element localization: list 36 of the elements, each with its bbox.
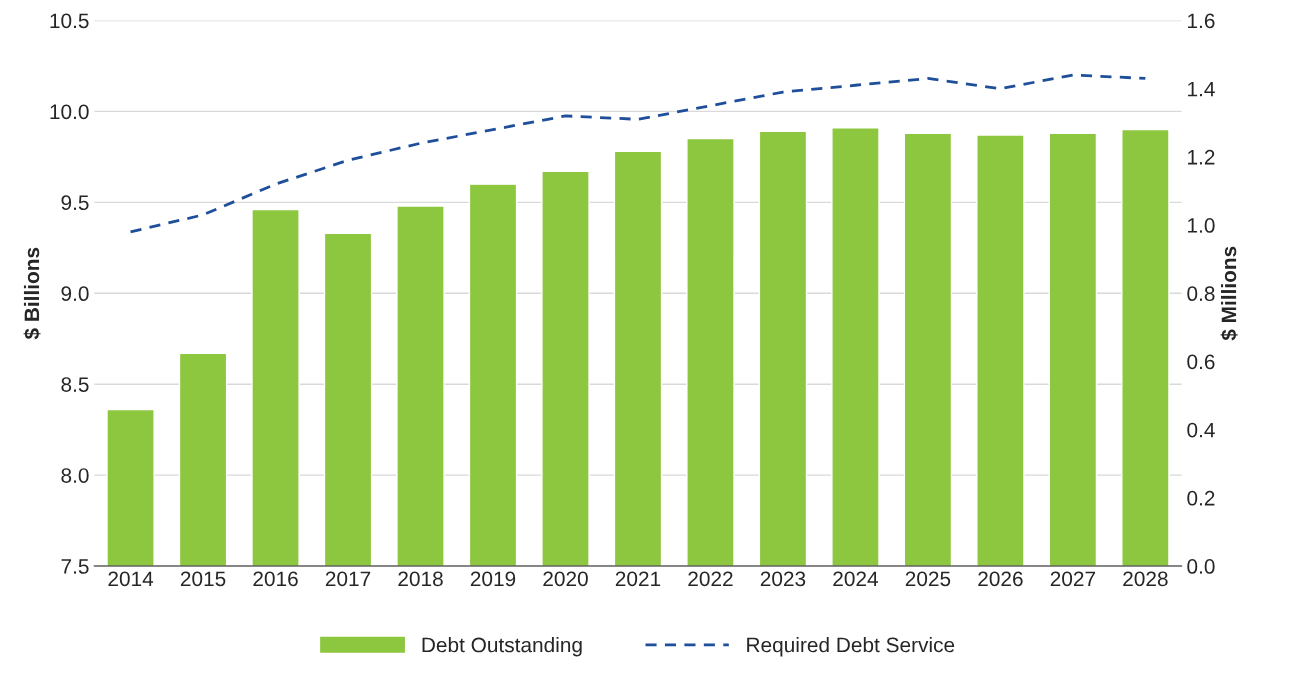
y-tick-label: 10.5 <box>50 13 89 29</box>
y-tick-label: 9.0 <box>61 286 89 302</box>
y-tick-label: 10.0 <box>50 104 89 120</box>
y2-tick-label: 0.4 <box>1187 422 1215 438</box>
x-tick-label: 2023 <box>760 571 806 587</box>
y-axis-title: $ Billions <box>23 247 41 340</box>
x-tick-label: 2025 <box>905 571 951 587</box>
legend-label: Debt Outstanding <box>422 637 582 657</box>
y2-tick-label: 1.0 <box>1188 218 1215 233</box>
y2-tick-label: 0.6 <box>1187 354 1215 370</box>
x-tick-label: 2019 <box>470 571 516 587</box>
y2-tick-label: 1.6 <box>1188 13 1215 29</box>
line-series <box>129 73 1147 234</box>
y-tick-label: 8.5 <box>61 377 89 392</box>
x-tick-label: 2017 <box>325 571 371 587</box>
y2-tick-label: 1.2 <box>1188 149 1215 165</box>
y-tick-label: 8.0 <box>61 468 89 483</box>
x-tick-label: 2015 <box>180 571 226 587</box>
x-tick-label: 2028 <box>1123 571 1168 587</box>
x-tick-label: 2016 <box>253 571 298 587</box>
x-tick-label: 2022 <box>688 571 733 587</box>
x-tick-label: 2021 <box>615 571 661 587</box>
x-tick-label: 2014 <box>108 571 154 587</box>
y2-tick-label: 1.4 <box>1188 81 1215 97</box>
x-tick-label: 2020 <box>543 571 588 587</box>
y2-tick-label: 0.8 <box>1187 286 1215 302</box>
x-tick-label: 2018 <box>398 571 443 587</box>
y-tick-label: 9.5 <box>61 195 89 211</box>
y2-axis-title: $ Millions <box>1220 246 1238 341</box>
x-tick-label: 2024 <box>833 571 878 587</box>
y-tick-label: 7.5 <box>61 559 89 574</box>
y2-tick-label: 0.2 <box>1187 490 1215 506</box>
y2-tick-label: 0.0 <box>1187 559 1215 574</box>
x-tick-label: 2026 <box>978 571 1023 587</box>
x-tick-label: 2027 <box>1050 571 1096 587</box>
legend-label: Required Debt Service <box>747 637 955 657</box>
